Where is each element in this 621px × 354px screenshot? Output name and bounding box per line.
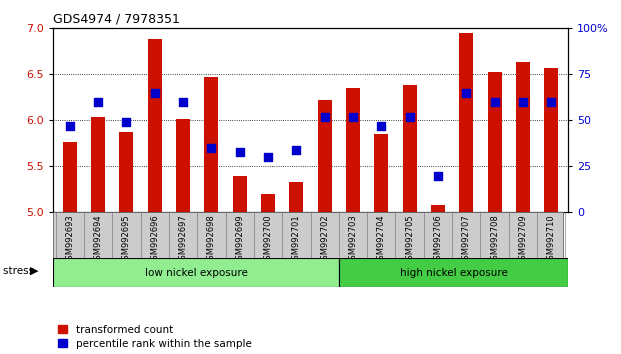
Text: GSM992707: GSM992707 bbox=[462, 215, 471, 266]
Bar bbox=[516, 62, 530, 212]
Point bbox=[150, 90, 160, 96]
Bar bbox=[233, 176, 247, 212]
Point bbox=[320, 114, 330, 120]
Text: GSM992703: GSM992703 bbox=[348, 215, 358, 266]
Text: low nickel exposure: low nickel exposure bbox=[145, 268, 247, 278]
Bar bbox=[544, 68, 558, 212]
Point bbox=[433, 173, 443, 178]
Bar bbox=[176, 119, 190, 212]
Bar bbox=[317, 100, 332, 212]
Text: GDS4974 / 7978351: GDS4974 / 7978351 bbox=[53, 12, 179, 25]
Bar bbox=[289, 182, 304, 212]
Text: GSM992710: GSM992710 bbox=[546, 215, 556, 266]
Bar bbox=[402, 85, 417, 212]
Point bbox=[489, 99, 499, 105]
Point bbox=[461, 90, 471, 96]
Text: GSM992698: GSM992698 bbox=[207, 215, 216, 266]
Bar bbox=[53, 258, 339, 287]
Point bbox=[122, 119, 132, 125]
Bar bbox=[204, 77, 219, 212]
Bar bbox=[261, 194, 275, 212]
Bar bbox=[459, 33, 473, 212]
Text: GSM992699: GSM992699 bbox=[235, 215, 244, 266]
Point bbox=[546, 99, 556, 105]
Point bbox=[518, 99, 528, 105]
Text: GSM992700: GSM992700 bbox=[263, 215, 273, 266]
Point bbox=[235, 149, 245, 154]
Text: high nickel exposure: high nickel exposure bbox=[400, 268, 507, 278]
Text: GSM992705: GSM992705 bbox=[405, 215, 414, 266]
Legend: transformed count, percentile rank within the sample: transformed count, percentile rank withi… bbox=[58, 325, 252, 349]
Point bbox=[178, 99, 188, 105]
Text: GSM992694: GSM992694 bbox=[94, 215, 102, 266]
Point bbox=[291, 147, 301, 153]
Point bbox=[405, 114, 415, 120]
Point bbox=[376, 123, 386, 129]
Bar bbox=[487, 73, 502, 212]
Point bbox=[263, 154, 273, 160]
Text: GSM992702: GSM992702 bbox=[320, 215, 329, 266]
Text: GSM992708: GSM992708 bbox=[490, 215, 499, 266]
Bar bbox=[431, 205, 445, 212]
Text: GSM992693: GSM992693 bbox=[65, 215, 75, 266]
Text: GSM992696: GSM992696 bbox=[150, 215, 159, 266]
Bar bbox=[339, 258, 568, 287]
Point bbox=[206, 145, 216, 151]
Bar bbox=[374, 134, 388, 212]
Text: stress: stress bbox=[3, 266, 37, 276]
Text: GSM992701: GSM992701 bbox=[292, 215, 301, 266]
Text: GSM992706: GSM992706 bbox=[433, 215, 442, 266]
Text: GSM992695: GSM992695 bbox=[122, 215, 131, 266]
Point bbox=[65, 123, 75, 129]
Bar bbox=[63, 142, 77, 212]
Text: GSM992697: GSM992697 bbox=[179, 215, 188, 266]
Text: GSM992709: GSM992709 bbox=[519, 215, 527, 266]
Text: GSM992704: GSM992704 bbox=[377, 215, 386, 266]
Point bbox=[348, 114, 358, 120]
Bar bbox=[346, 88, 360, 212]
Bar bbox=[119, 132, 134, 212]
Text: ▶: ▶ bbox=[30, 266, 39, 276]
Bar bbox=[148, 39, 162, 212]
Bar bbox=[91, 117, 105, 212]
Point bbox=[93, 99, 103, 105]
